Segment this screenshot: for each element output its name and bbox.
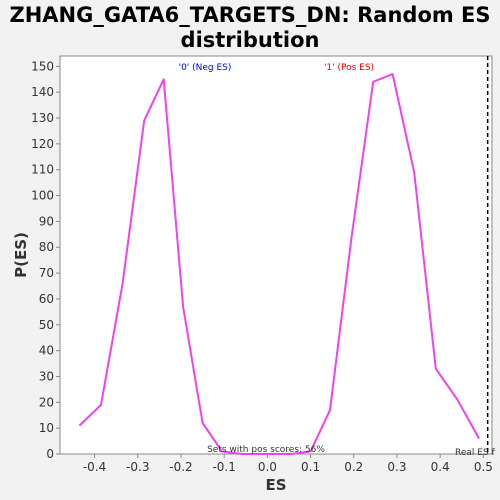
pos-es-label: '1' (Pos ES) (324, 63, 374, 73)
y-tick-label: 100 (31, 189, 54, 203)
x-tick-label: -0.1 (212, 460, 235, 474)
y-tick-label: 120 (31, 137, 54, 151)
y-tick-label: 80 (39, 240, 54, 254)
pos-scores-annotation: Sets with pos scores: 56% (207, 445, 325, 455)
y-tick-label: 150 (31, 59, 54, 73)
x-tick-label: -0.4 (83, 460, 106, 474)
chart-title-line-2: distribution (181, 28, 320, 52)
y-tick-label: 130 (31, 111, 54, 125)
x-tick-label: -0.2 (169, 460, 192, 474)
x-tick-label: 0.4 (431, 460, 450, 474)
x-axis-label: ES (265, 476, 286, 494)
chart-title-line-1: ZHANG_GATA6_TARGETS_DN: Random ES (9, 3, 490, 27)
y-tick-label: 90 (39, 214, 54, 228)
x-tick-label: 0.0 (258, 460, 277, 474)
y-tick-label: 110 (31, 163, 54, 177)
y-tick-label: 20 (39, 395, 54, 409)
real-es-annotation: Real ES f (455, 448, 496, 458)
x-axis-ticks: -0.4 -0.3 -0.2 -0.1 0.0 0.1 0.2 0.3 0.4 0.5 (83, 454, 493, 474)
x-tick-label: -0.3 (126, 460, 149, 474)
x-tick-label: 0.1 (301, 460, 320, 474)
y-tick-label: 50 (39, 318, 54, 332)
plot-area (59, 55, 493, 455)
y-tick-label: 60 (39, 292, 54, 306)
y-tick-label: 30 (39, 369, 54, 383)
x-tick-label: 0.2 (344, 460, 363, 474)
y-axis-ticks: 0 10 20 30 40 50 60 70 80 90 100 110 120 130 140 150 (31, 59, 60, 461)
neg-es-label: '0' (Neg ES) (179, 63, 232, 73)
y-axis-label: P(ES) (12, 232, 30, 278)
x-tick-label: 0.3 (387, 460, 406, 474)
y-tick-label: 40 (39, 344, 54, 358)
y-tick-label: 70 (39, 266, 54, 280)
es-distribution-line (78, 73, 480, 455)
y-tick-label: 0 (46, 447, 54, 461)
y-tick-label: 10 (39, 421, 54, 435)
x-tick-label: 0.5 (474, 460, 493, 474)
y-tick-label: 140 (31, 85, 54, 99)
